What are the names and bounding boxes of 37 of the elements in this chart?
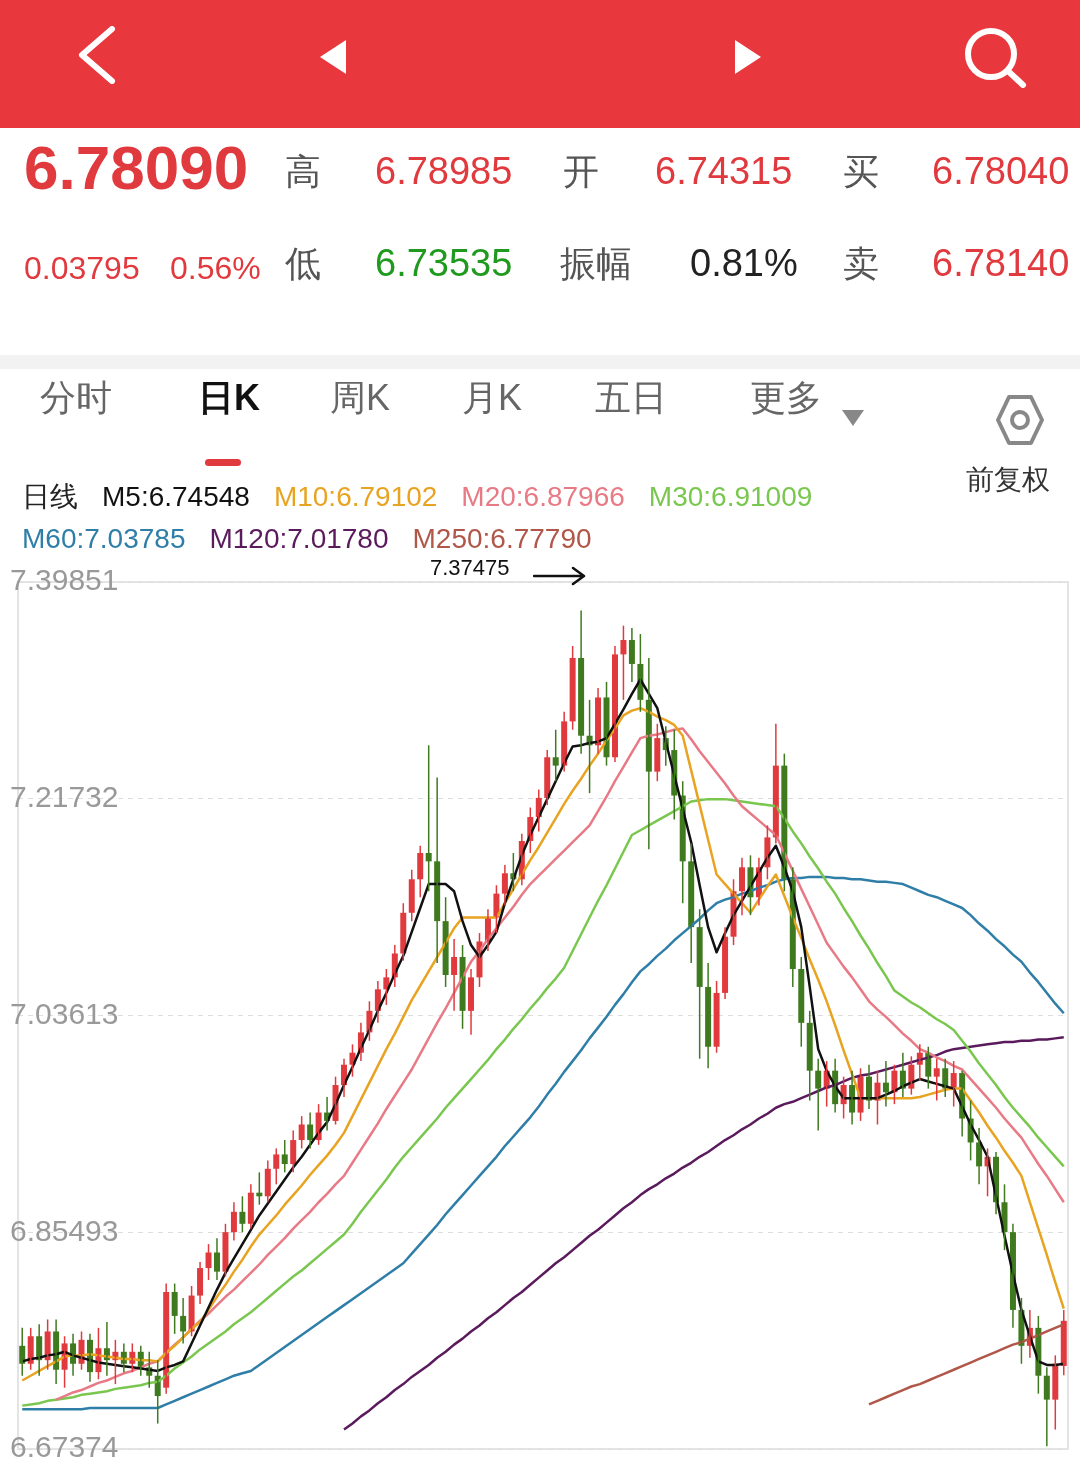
y-tick-label: 7.21732 bbox=[10, 780, 119, 814]
candlestick bbox=[552, 729, 559, 782]
text: M30:6.91009 bbox=[648, 480, 813, 514]
text: 五日 bbox=[595, 376, 667, 420]
text: M60:7.03785 bbox=[22, 522, 186, 556]
text: 0.56% bbox=[170, 248, 261, 288]
text: 前复权 bbox=[966, 463, 1050, 497]
text: 买 bbox=[843, 150, 879, 194]
text: M250:6.77790 bbox=[412, 523, 592, 554]
text: M120:7.01780 bbox=[209, 522, 389, 556]
text: 更多 bbox=[750, 376, 822, 420]
text: 振幅 bbox=[560, 242, 632, 286]
y-tick-label: 7.03613 bbox=[10, 996, 119, 1030]
text: 日线 bbox=[22, 480, 78, 514]
text: 开 bbox=[563, 150, 599, 194]
text: M10:6.79102 bbox=[273, 480, 438, 514]
text: 7.37475 bbox=[430, 554, 510, 582]
y-tick-label: 7.39851 bbox=[10, 563, 119, 597]
text: 6.78140 bbox=[932, 241, 1070, 287]
text: 分时 bbox=[40, 376, 112, 420]
text: 低 bbox=[285, 242, 321, 286]
text: 月K bbox=[462, 376, 523, 420]
text: 6.78985 bbox=[375, 149, 513, 195]
text: 高 bbox=[285, 150, 321, 194]
y-tick-label: 6.85493 bbox=[10, 1213, 119, 1247]
text: 周K bbox=[330, 376, 391, 420]
text: 6.74315 bbox=[655, 149, 793, 195]
text: M20:6.87966 bbox=[461, 480, 625, 514]
text: 卖 bbox=[843, 242, 879, 286]
text: 0.03795 bbox=[24, 248, 140, 288]
text: 6.73535 bbox=[375, 241, 513, 287]
text: M5:6.74548 bbox=[102, 480, 250, 514]
y-tick-label: 6.67374 bbox=[10, 1430, 119, 1464]
text: 0.81% bbox=[690, 241, 798, 287]
text: 日K bbox=[198, 376, 260, 420]
text: 6.78040 bbox=[932, 149, 1070, 195]
text: 6.78090 bbox=[24, 131, 249, 204]
